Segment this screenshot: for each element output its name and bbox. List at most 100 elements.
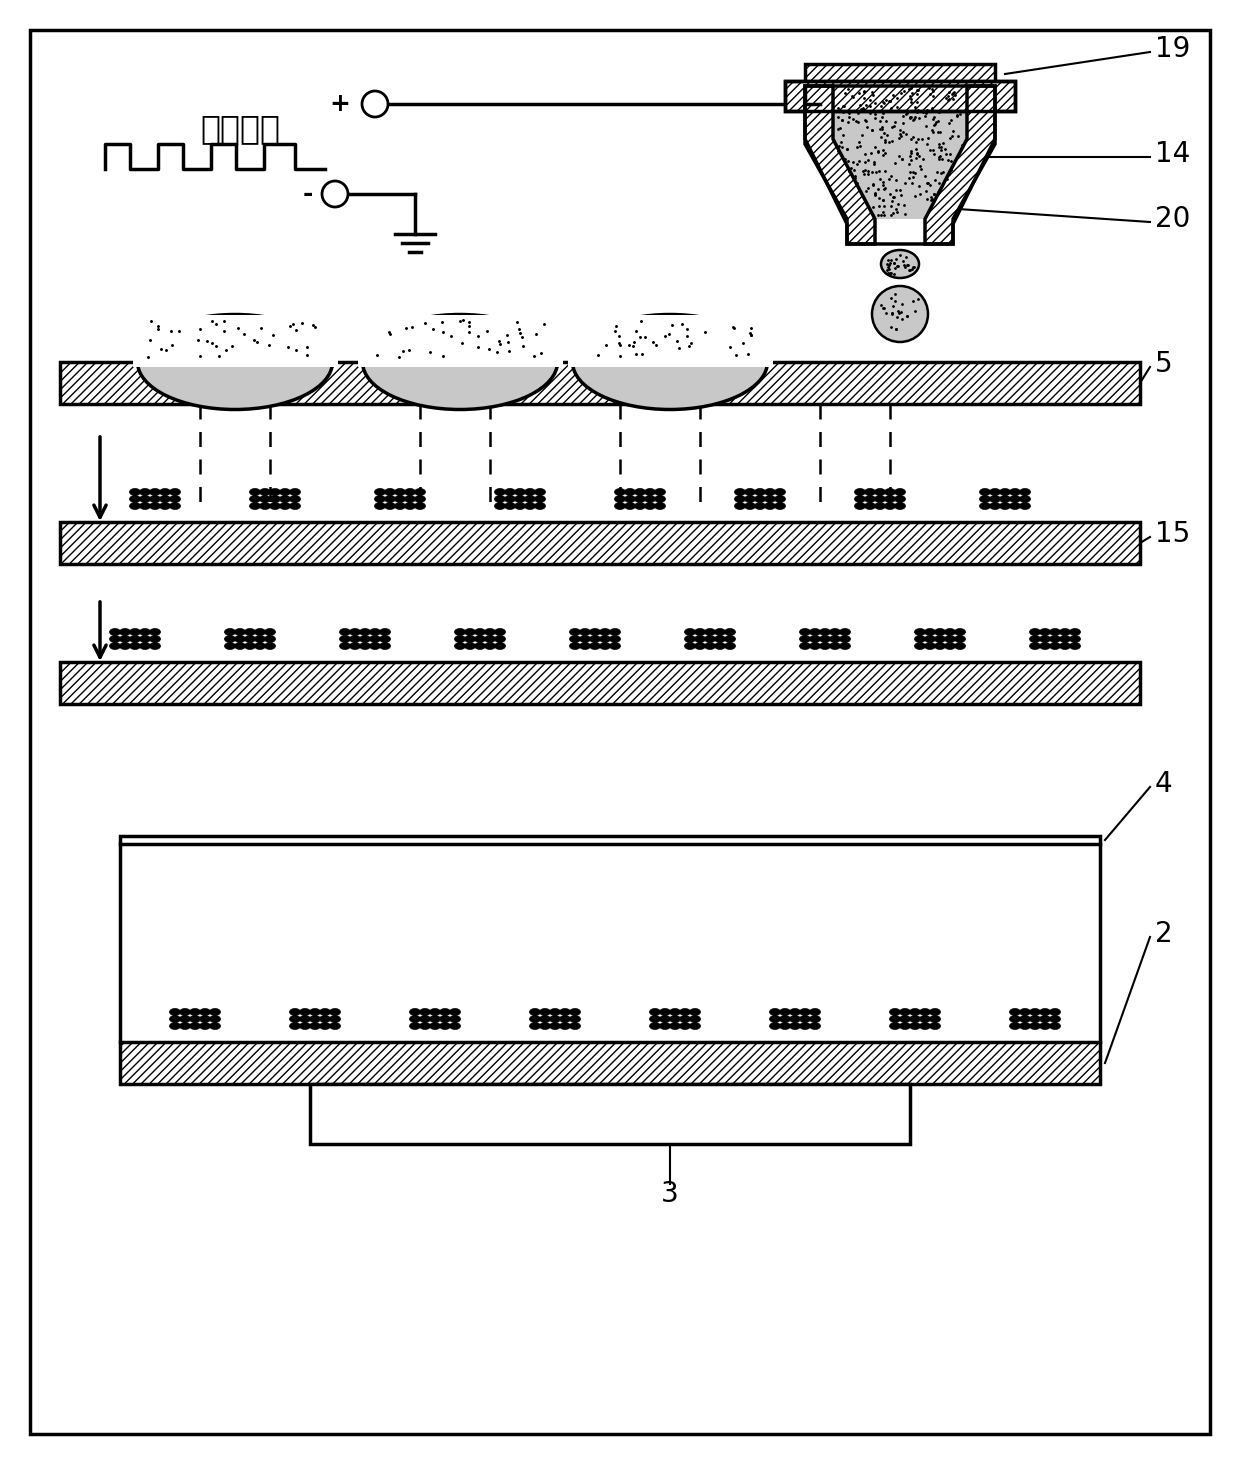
Ellipse shape [615,495,625,502]
Ellipse shape [439,1022,450,1029]
Ellipse shape [289,1009,300,1016]
Ellipse shape [894,489,905,495]
Ellipse shape [800,635,811,643]
Ellipse shape [625,502,635,509]
Ellipse shape [1059,643,1070,650]
Ellipse shape [320,1022,331,1029]
Ellipse shape [330,1016,341,1022]
Ellipse shape [884,502,895,509]
Ellipse shape [1049,635,1060,643]
Ellipse shape [404,495,415,502]
Ellipse shape [394,489,405,495]
Ellipse shape [244,643,255,650]
Ellipse shape [889,1009,900,1016]
Ellipse shape [894,502,905,509]
Ellipse shape [200,1016,211,1022]
Ellipse shape [790,1009,801,1016]
Ellipse shape [139,643,150,650]
Ellipse shape [909,1022,920,1029]
Ellipse shape [384,489,396,495]
Ellipse shape [119,635,130,643]
Ellipse shape [455,635,465,643]
Ellipse shape [704,628,715,635]
Ellipse shape [655,502,666,509]
Ellipse shape [340,635,351,643]
Ellipse shape [210,1022,221,1029]
Ellipse shape [569,628,580,635]
Ellipse shape [279,495,290,502]
Ellipse shape [569,1022,580,1029]
Ellipse shape [579,635,590,643]
Ellipse shape [874,495,885,502]
Ellipse shape [635,489,646,495]
Ellipse shape [599,643,610,650]
Ellipse shape [1019,489,1030,495]
Ellipse shape [320,1016,331,1022]
Ellipse shape [340,628,351,635]
Ellipse shape [909,1009,920,1016]
Ellipse shape [839,635,851,643]
Ellipse shape [714,628,725,635]
Ellipse shape [915,643,925,650]
Ellipse shape [505,489,516,495]
Ellipse shape [170,489,181,495]
Ellipse shape [419,1022,430,1029]
Ellipse shape [1039,1009,1050,1016]
Ellipse shape [925,635,935,643]
Ellipse shape [1039,1022,1050,1029]
Ellipse shape [780,1009,791,1016]
Ellipse shape [269,495,280,502]
Ellipse shape [1009,489,1021,495]
Ellipse shape [754,495,765,502]
Ellipse shape [109,635,120,643]
Ellipse shape [269,502,280,509]
Ellipse shape [539,1022,551,1029]
Ellipse shape [765,495,775,502]
Ellipse shape [465,628,475,635]
Ellipse shape [129,628,140,635]
Ellipse shape [170,502,181,509]
Ellipse shape [780,1016,791,1022]
Ellipse shape [854,502,866,509]
Ellipse shape [810,1016,821,1022]
Ellipse shape [129,635,140,643]
Ellipse shape [830,635,841,643]
Ellipse shape [670,1022,681,1029]
Ellipse shape [360,635,371,643]
Ellipse shape [899,1022,910,1029]
Text: 15: 15 [1154,520,1190,548]
Ellipse shape [264,628,275,635]
Text: 14: 14 [1154,141,1190,168]
Ellipse shape [119,643,130,650]
Circle shape [322,182,348,206]
Ellipse shape [180,1016,191,1022]
Ellipse shape [529,1016,541,1022]
Ellipse shape [409,1022,420,1029]
Ellipse shape [635,502,646,509]
Ellipse shape [980,495,991,502]
Ellipse shape [999,489,1011,495]
Ellipse shape [810,643,821,650]
Ellipse shape [684,635,696,643]
Ellipse shape [350,643,361,650]
Ellipse shape [930,1016,940,1022]
Ellipse shape [955,643,966,650]
Ellipse shape [515,489,526,495]
Ellipse shape [660,1016,671,1022]
Ellipse shape [409,1016,420,1022]
Ellipse shape [455,628,465,635]
Ellipse shape [224,643,236,650]
Ellipse shape [770,1022,780,1029]
Ellipse shape [810,628,821,635]
Ellipse shape [1049,1016,1060,1022]
Ellipse shape [884,495,895,502]
Ellipse shape [414,489,425,495]
Polygon shape [925,86,994,244]
Ellipse shape [170,1009,181,1016]
Ellipse shape [384,495,396,502]
Ellipse shape [899,1016,910,1022]
Ellipse shape [925,628,935,635]
Ellipse shape [279,502,290,509]
Ellipse shape [1019,1009,1030,1016]
Ellipse shape [839,643,851,650]
